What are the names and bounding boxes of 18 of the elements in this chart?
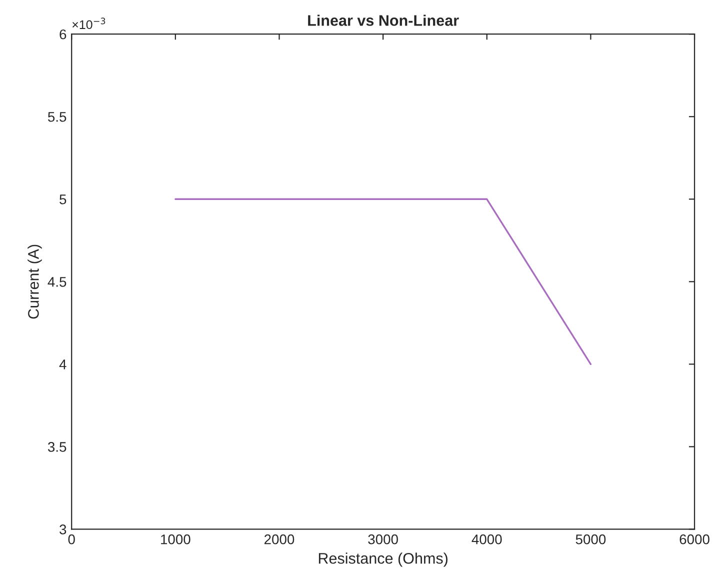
chart-title: Linear vs Non-Linear: [308, 14, 459, 26]
x-tick-label: 6000: [680, 534, 710, 544]
y-tick-label: 3: [60, 524, 66, 534]
x-tick-label: 2000: [264, 534, 294, 544]
y-tick-label: 4.5: [48, 277, 66, 287]
x-tick-label: 5000: [576, 534, 606, 544]
y-axis-title: Current (A): [28, 244, 42, 319]
y-tick-label: 5.5: [48, 112, 66, 122]
x-tick-label: 4000: [472, 534, 502, 544]
x-tick-label: 0: [68, 534, 75, 544]
text: ×10$^{−3}$: [72, 18, 106, 30]
y-tick-label: 5: [60, 194, 66, 204]
y-tick-label: 6: [60, 29, 66, 40]
y-tick-label: 3.5: [48, 442, 66, 452]
x-axis-title: Resistance (Ohms): [318, 552, 448, 567]
y-tick-label: 4: [59, 360, 66, 370]
x-tick-label: 3000: [368, 534, 398, 544]
x-tick-label: 1000: [161, 534, 190, 544]
